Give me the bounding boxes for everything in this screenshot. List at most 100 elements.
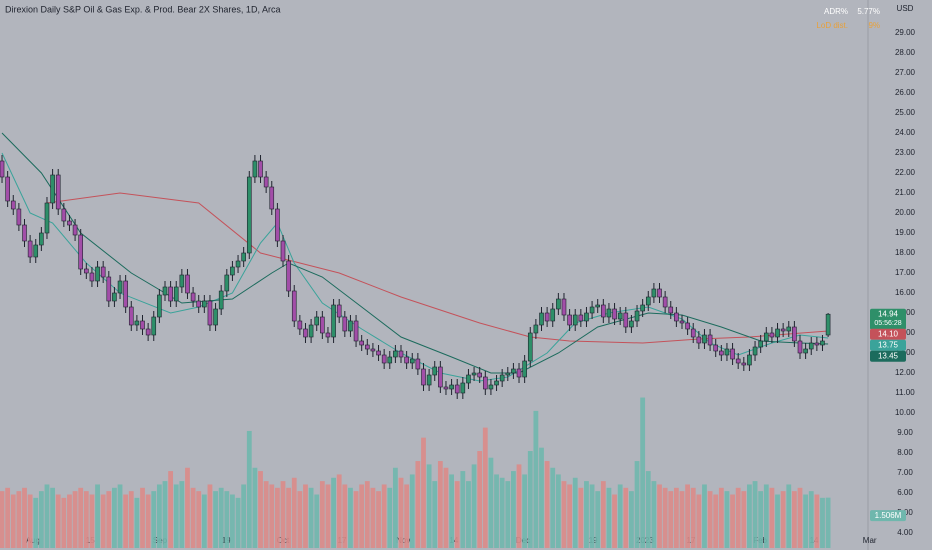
volume-bar <box>735 487 741 548</box>
volume-bar <box>539 447 544 548</box>
volume-bar <box>263 481 269 548</box>
countdown: 05:56:28 <box>874 320 901 327</box>
volume-bar <box>50 487 55 548</box>
candle-body <box>606 308 612 318</box>
volume-bar <box>511 471 516 548</box>
y-tick-label: 23.00 <box>895 148 916 157</box>
candle-body <box>556 298 561 310</box>
volume-bar <box>685 484 691 548</box>
y-tick-label: 4.00 <box>897 528 913 537</box>
volume-bar <box>359 484 365 548</box>
candle-body <box>623 312 629 328</box>
candle-body <box>477 372 482 378</box>
volume-bar <box>471 464 477 548</box>
y-tick-label: 11.00 <box>895 388 915 397</box>
volume-bar <box>724 491 730 548</box>
candle-body <box>100 266 106 278</box>
chart-title: Direxion Daily S&P Oil & Gas Exp. & Prod… <box>5 4 280 14</box>
candle-body <box>404 356 409 364</box>
candle-body <box>291 290 297 322</box>
candle-body <box>505 372 511 376</box>
volume-bar <box>336 474 342 548</box>
volume-bar <box>303 484 308 548</box>
candle-body <box>67 220 72 226</box>
indicator-value: 9% <box>868 21 880 30</box>
candle-body <box>763 332 769 342</box>
volume-bar <box>67 494 72 548</box>
candle-body <box>157 294 162 318</box>
volume-bar <box>421 437 426 548</box>
volume-bar <box>252 467 258 548</box>
candle-body <box>22 224 27 242</box>
volume-bar <box>370 487 376 548</box>
volume-bar <box>775 494 780 548</box>
volume-bar <box>246 430 252 548</box>
volume-bar <box>319 481 325 548</box>
volume-bar <box>629 491 634 548</box>
volume-bar <box>494 474 499 548</box>
candle-body <box>775 328 780 338</box>
candle-body <box>741 362 747 366</box>
volume-bar <box>291 477 297 548</box>
indicator-value: 5.77% <box>857 7 880 16</box>
ma-last-label-box <box>870 350 906 362</box>
candle-body <box>269 186 275 210</box>
y-tick-label: 29.00 <box>895 28 916 37</box>
volume-bar <box>156 484 162 548</box>
volume-bar <box>331 477 336 548</box>
volume-bar <box>679 491 685 548</box>
volume-bar <box>820 497 825 548</box>
candle-body <box>527 332 533 362</box>
candle-body <box>202 300 207 308</box>
candle-body <box>758 340 763 348</box>
candle-body <box>84 268 89 274</box>
volume-bar <box>780 491 786 548</box>
candle-body <box>595 304 600 308</box>
candle-body <box>106 276 112 302</box>
candle-body <box>752 346 758 356</box>
candle-body <box>780 328 786 332</box>
candle-body <box>803 348 808 354</box>
volume-bar <box>95 484 100 548</box>
volume-bar <box>651 481 657 548</box>
volume-bar <box>27 494 33 548</box>
volume-bar <box>550 467 556 548</box>
y-tick-label: 16.00 <box>895 288 916 297</box>
volume-bar <box>640 397 646 548</box>
y-tick-label: 18.00 <box>895 248 916 257</box>
candle-body <box>572 314 578 326</box>
candle-body <box>617 312 623 320</box>
volume-bar <box>786 484 792 548</box>
volume-bar <box>404 484 410 548</box>
candle-body <box>10 200 16 210</box>
volume-bar <box>409 474 415 548</box>
candle-body <box>286 260 291 292</box>
volume-bar <box>342 484 348 548</box>
volume-bar <box>758 491 764 548</box>
volume-bar <box>376 491 381 548</box>
y-tick-label: 19.00 <box>895 228 916 237</box>
y-tick-label: 21.00 <box>895 188 916 197</box>
volume-bar <box>803 494 809 548</box>
candle-body <box>140 320 145 330</box>
candle-body <box>786 326 792 332</box>
volume-bar <box>623 487 629 548</box>
volume-bar <box>207 484 213 548</box>
candle-body <box>314 316 320 326</box>
volume-bar <box>387 487 393 548</box>
volume-bar <box>179 481 185 548</box>
candle-body <box>308 324 314 338</box>
volume-bar <box>314 494 320 548</box>
y-tick-label: 10.00 <box>895 408 916 417</box>
indicator-name: ADR% <box>824 7 848 16</box>
candle-body <box>33 244 39 258</box>
candle-body <box>668 306 674 314</box>
volume-bar <box>814 494 820 548</box>
volume-bar <box>477 451 483 548</box>
candle-body <box>44 202 50 234</box>
candle-body <box>325 332 331 338</box>
candle-body <box>190 292 196 302</box>
volume-bar <box>381 484 387 548</box>
candle-body <box>224 274 230 292</box>
